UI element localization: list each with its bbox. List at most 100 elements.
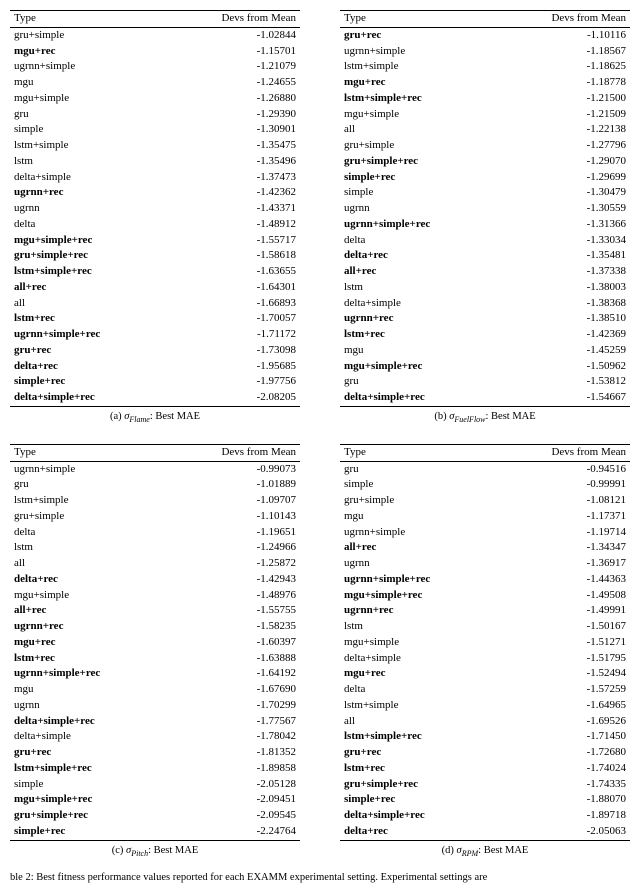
col-devs: Devs from Mean <box>495 444 630 461</box>
cell-devs: -1.21509 <box>495 107 630 123</box>
cell-type: delta <box>10 525 165 541</box>
cell-type: mgu+simple+rec <box>340 588 495 604</box>
cell-type: lstm+simple <box>10 493 165 509</box>
cell-devs: -1.21079 <box>165 59 300 75</box>
table-row: lstm+rec-1.42369 <box>340 327 630 343</box>
cell-type: gru+simple+rec <box>340 777 495 793</box>
cell-type: delta+rec <box>340 824 495 840</box>
table-b: Type Devs from Mean gru+rec-1.10116ugrnn… <box>340 10 630 407</box>
cell-devs: -1.89718 <box>495 808 630 824</box>
table-row: mgu+simple-1.48976 <box>10 588 300 604</box>
table-row: delta+simple-1.78042 <box>10 729 300 745</box>
cell-devs: -1.26880 <box>165 91 300 107</box>
cell-type: ugrnn+simple+rec <box>10 327 165 343</box>
cell-type: mgu <box>340 343 495 359</box>
table-row: lstm+simple+rec-1.71450 <box>340 729 630 745</box>
cell-type: delta+rec <box>10 359 165 375</box>
cell-devs: -2.05063 <box>495 824 630 840</box>
cell-type: mgu+simple <box>10 91 165 107</box>
table-row: lstm+rec-1.74024 <box>340 761 630 777</box>
table-row: delta+simple+rec-1.89718 <box>340 808 630 824</box>
cell-type: gru <box>340 461 495 477</box>
cell-type: delta <box>340 682 495 698</box>
table-row: lstm+simple-1.18625 <box>340 59 630 75</box>
cell-devs: -1.42362 <box>165 185 300 201</box>
cell-devs: -1.64301 <box>165 280 300 296</box>
cell-devs: -1.38368 <box>495 296 630 312</box>
table-row: ugrnn+simple-1.21079 <box>10 59 300 75</box>
table-row: simple+rec-1.29699 <box>340 170 630 186</box>
table-row: mgu+simple-1.26880 <box>10 91 300 107</box>
tables-grid: Type Devs from Mean gru+simple-1.02844mg… <box>10 10 630 858</box>
cell-type: gru+simple+rec <box>10 248 165 264</box>
caption-c: (c) σPitch: Best MAE <box>112 845 199 858</box>
cell-type: ugrnn <box>10 698 165 714</box>
cell-type: simple <box>340 477 495 493</box>
col-type: Type <box>10 444 165 461</box>
table-row: lstm+simple+rec-1.89858 <box>10 761 300 777</box>
table-row: ugrnn+simple+rec-1.44363 <box>340 572 630 588</box>
cell-devs: -1.73098 <box>165 343 300 359</box>
table-row: lstm-1.50167 <box>340 619 630 635</box>
table-row: ugrnn-1.30559 <box>340 201 630 217</box>
table-row: delta+simple-1.37473 <box>10 170 300 186</box>
table-row: simple+rec-2.24764 <box>10 824 300 840</box>
table-row: ugrnn+simple+rec-1.31366 <box>340 217 630 233</box>
table-row: gru+simple+rec-2.09545 <box>10 808 300 824</box>
cell-devs: -1.78042 <box>165 729 300 745</box>
cell-devs: -1.70057 <box>165 311 300 327</box>
table-row: mgu+simple-1.21509 <box>340 107 630 123</box>
cell-type: simple <box>10 122 165 138</box>
cell-devs: -1.01889 <box>165 477 300 493</box>
table-row: ugrnn-1.70299 <box>10 698 300 714</box>
cell-devs: -2.05128 <box>165 777 300 793</box>
cell-devs: -1.19651 <box>165 525 300 541</box>
cell-devs: -1.18778 <box>495 75 630 91</box>
panel-d: Type Devs from Mean gru-0.94516simple-0.… <box>340 444 630 858</box>
cell-type: gru+simple <box>340 493 495 509</box>
table-row: ugrnn-1.43371 <box>10 201 300 217</box>
cell-devs: -1.29390 <box>165 107 300 123</box>
cell-type: gru <box>340 374 495 390</box>
table-row: simple+rec-1.97756 <box>10 374 300 390</box>
col-type: Type <box>10 11 165 28</box>
table-row: ugrnn+simple+rec-1.71172 <box>10 327 300 343</box>
cell-devs: -1.70299 <box>165 698 300 714</box>
cell-type: delta+simple <box>340 651 495 667</box>
cell-devs: -1.42943 <box>165 572 300 588</box>
cell-type: ugrnn <box>10 201 165 217</box>
table-row: delta-1.33034 <box>340 233 630 249</box>
cell-type: delta+rec <box>340 248 495 264</box>
cell-devs: -1.45259 <box>495 343 630 359</box>
table-row: lstm+simple-1.35475 <box>10 138 300 154</box>
table-row: gru+simple+rec-1.58618 <box>10 248 300 264</box>
cell-devs: -1.67690 <box>165 682 300 698</box>
cell-type: delta+simple+rec <box>10 714 165 730</box>
table-row: lstm+rec-1.63888 <box>10 651 300 667</box>
cell-devs: -1.97756 <box>165 374 300 390</box>
table-row: delta-1.19651 <box>10 525 300 541</box>
cell-type: mgu+simple+rec <box>340 359 495 375</box>
cell-devs: -1.19714 <box>495 525 630 541</box>
cell-devs: -0.94516 <box>495 461 630 477</box>
cell-type: ugrnn+simple+rec <box>10 666 165 682</box>
cell-devs: -1.08121 <box>495 493 630 509</box>
table-row: all+rec-1.55755 <box>10 603 300 619</box>
cell-type: lstm+rec <box>10 651 165 667</box>
table-row: delta+rec-1.35481 <box>340 248 630 264</box>
table-row: gru-1.29390 <box>10 107 300 123</box>
cell-type: simple+rec <box>340 170 495 186</box>
tbody-d: gru-0.94516simple-0.99991gru+simple-1.08… <box>340 461 630 840</box>
cell-type: delta+simple <box>340 296 495 312</box>
table-row: all-1.66893 <box>10 296 300 312</box>
cell-devs: -1.89858 <box>165 761 300 777</box>
cell-type: lstm+simple+rec <box>10 264 165 280</box>
table-row: lstm-1.38003 <box>340 280 630 296</box>
table-row: lstm-1.24966 <box>10 540 300 556</box>
table-row: gru-0.94516 <box>340 461 630 477</box>
cell-devs: -1.30479 <box>495 185 630 201</box>
cell-devs: -0.99991 <box>495 477 630 493</box>
cell-type: all+rec <box>10 280 165 296</box>
cell-type: lstm+simple <box>340 59 495 75</box>
table-row: mgu-1.45259 <box>340 343 630 359</box>
